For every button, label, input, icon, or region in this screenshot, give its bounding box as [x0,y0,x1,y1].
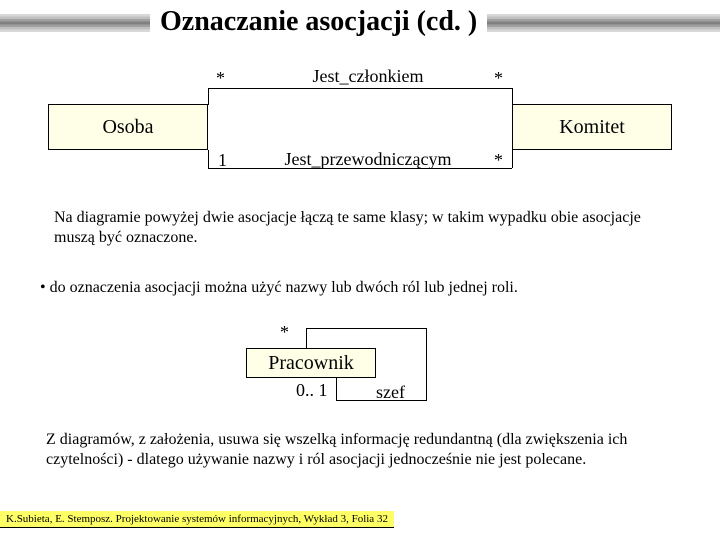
class-osoba-label: Osoba [102,116,153,139]
assoc-top-right-drop [512,88,513,105]
class-pracownik: Pracownik [246,348,376,378]
slide-title: Oznaczanie asocjacji (cd. ) [150,6,487,38]
slide-footer: K.Subieta, E. Stemposz. Projektowanie sy… [0,511,394,528]
paragraph-1: Na diagramie powyżej dwie asocjacje łącz… [54,208,674,248]
self-top-mult: * [280,322,289,343]
assoc-top-label: Jest_członkiem [278,66,458,87]
title-row: Oznaczanie asocjacji (cd. ) [0,0,720,44]
class-komitet: Komitet [512,104,672,150]
class-pracownik-label: Pracownik [268,352,354,375]
diagram-self-assoc: Pracownik * 0.. 1 szef [246,320,486,430]
assoc-top-right-mult: * [494,68,503,89]
self-line-left-down [336,378,337,400]
assoc-bottom-right-rise [512,150,513,168]
self-line-right [426,328,427,400]
class-osoba: Osoba [48,104,208,150]
assoc-top-line [208,88,512,89]
assoc-bottom-left-rise [208,150,209,168]
assoc-top-left-mult: * [216,68,225,89]
assoc-bottom-label: Jest_przewodniczącym [258,149,478,170]
assoc-top-left-drop [208,88,209,105]
bullet-1: • do oznaczenia asocjacji można użyć naz… [40,278,680,298]
assoc-bottom-left-mult: 1 [218,150,227,171]
self-line-top [306,328,426,329]
paragraph-2: Z diagramów, z założenia, usuwa się wsze… [46,430,686,470]
self-bottom-mult: 0.. 1 [296,380,328,401]
class-komitet-label: Komitet [559,116,625,139]
self-role: szef [376,382,405,403]
self-line-left-up [306,328,307,348]
diagram-associations: Osoba Komitet * * Jest_członkiem 1 * Jes… [48,64,672,194]
assoc-bottom-right-mult: * [494,150,503,171]
